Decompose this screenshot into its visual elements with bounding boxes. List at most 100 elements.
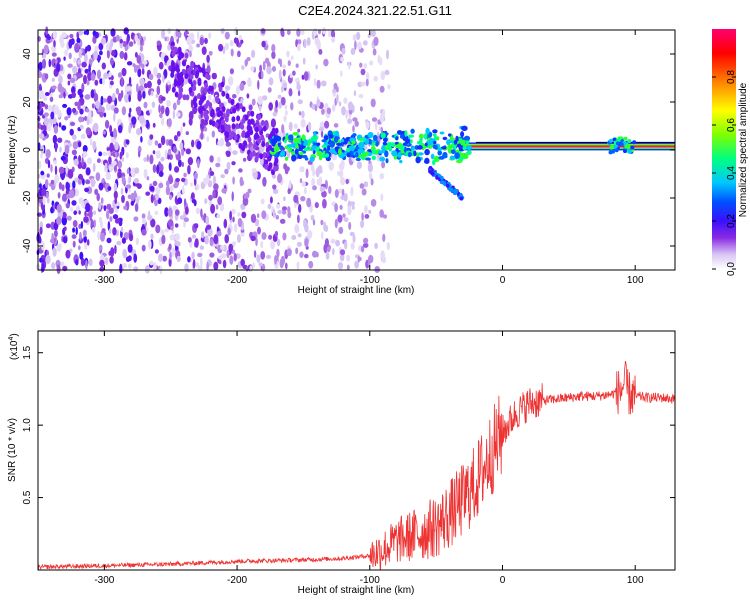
noise-dot <box>106 237 112 244</box>
noise-dot <box>338 101 342 107</box>
noise-dot <box>188 110 194 121</box>
carrier-blob <box>294 148 299 155</box>
noise-dot <box>350 48 356 55</box>
noise-dot <box>261 141 266 148</box>
noise-dot <box>99 78 103 85</box>
noise-dot <box>71 149 77 156</box>
noise-dot <box>343 193 348 202</box>
snr-multiplier-base: (x10 <box>9 340 20 360</box>
noise-dot <box>178 87 183 94</box>
noise-dot <box>288 88 293 97</box>
noise-dot <box>100 264 104 271</box>
noise-dot <box>108 165 114 171</box>
noise-dot <box>271 127 276 134</box>
noise-dot <box>231 123 236 130</box>
noise-dot <box>224 168 229 175</box>
noise-dot <box>282 206 287 212</box>
noise-dot <box>193 199 197 207</box>
noise-dot <box>222 46 226 55</box>
carrier-blob <box>391 150 398 157</box>
carrier-blob <box>377 150 385 154</box>
noise-dot <box>350 242 355 250</box>
noise-dot <box>346 264 350 271</box>
noise-dot <box>299 178 303 184</box>
noise-dot <box>59 146 62 153</box>
noise-dot <box>218 43 224 52</box>
noise-dot <box>130 200 135 206</box>
noise-dot <box>188 78 193 85</box>
noise-dot <box>106 50 110 59</box>
noise-dot <box>44 179 49 188</box>
noise-dot <box>290 102 294 111</box>
carrier-blob <box>291 154 297 162</box>
noise-dot <box>307 230 313 239</box>
noise-dot <box>370 199 377 207</box>
x-tick-label: -200 <box>227 275 247 286</box>
noise-dot <box>115 34 120 42</box>
noise-dot <box>175 178 180 182</box>
noise-dot <box>113 190 118 200</box>
noise-dot <box>96 193 100 202</box>
noise-dot <box>224 31 230 40</box>
noise-dot <box>199 37 205 46</box>
carrier-blob <box>355 151 359 158</box>
noise-dot <box>106 210 110 220</box>
noise-dot <box>73 158 79 166</box>
noise-dot <box>362 40 368 46</box>
noise-dot <box>168 257 172 267</box>
noise-dot <box>187 256 191 263</box>
noise-dot <box>175 152 181 161</box>
noise-dot <box>84 187 90 193</box>
noise-dot <box>137 150 141 158</box>
spectrogram-y-ticks: -40 -20 0 20 40 <box>22 48 675 253</box>
noise-dot <box>199 105 204 112</box>
noise-dot <box>348 61 351 70</box>
noise-dot <box>90 89 95 99</box>
noise-dot <box>350 186 354 197</box>
noise-dot <box>200 118 205 124</box>
noise-dot <box>90 218 94 228</box>
carrier-blob <box>404 130 408 137</box>
carrier-blob <box>298 151 304 156</box>
noise-dot <box>102 76 105 86</box>
carrier-blob <box>418 133 424 139</box>
noise-dot <box>155 93 159 98</box>
noise-dot <box>141 213 146 219</box>
carrier-blob <box>405 138 411 144</box>
noise-dot <box>210 203 216 214</box>
noise-dot <box>279 258 284 269</box>
noise-dot <box>259 157 264 166</box>
noise-dot <box>268 124 272 132</box>
noise-dot <box>210 111 215 118</box>
x-tick-label: 100 <box>627 275 644 286</box>
noise-dot <box>312 167 315 177</box>
carrier-blob <box>379 156 386 162</box>
noise-dot <box>285 109 288 116</box>
noise-dot <box>209 155 214 163</box>
noise-dot <box>150 218 156 228</box>
noise-dot <box>160 117 165 126</box>
noise-dot <box>285 262 288 270</box>
noise-dot <box>133 216 139 222</box>
carrier-blob <box>437 147 442 152</box>
noise-dot <box>74 42 80 53</box>
noise-dot <box>324 120 330 129</box>
noise-dot <box>94 79 99 86</box>
noise-dot <box>206 261 209 271</box>
noise-dot <box>185 148 191 155</box>
carrier-blob <box>411 146 415 151</box>
noise-dot <box>298 111 302 116</box>
noise-dot <box>224 42 229 51</box>
noise-dot <box>175 64 180 71</box>
noise-dot <box>236 115 241 122</box>
noise-dot <box>62 103 68 108</box>
noise-dot <box>60 41 65 48</box>
noise-dot <box>121 237 126 244</box>
noise-dot <box>294 78 300 83</box>
noise-dot <box>141 218 147 224</box>
noise-dot <box>260 251 266 260</box>
noise-dot <box>340 70 343 77</box>
noise-dot <box>120 76 124 87</box>
noise-dot <box>352 234 356 243</box>
noise-dot <box>236 37 239 47</box>
